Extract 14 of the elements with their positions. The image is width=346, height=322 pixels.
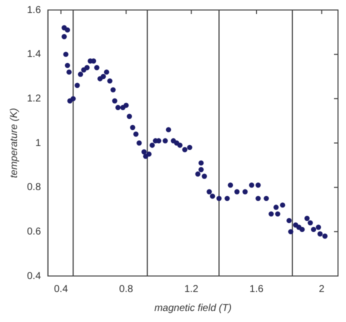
x-tick-label: 1.2 [184,284,199,295]
x-tick-label: 2 [318,284,325,295]
x-tick-label: 0.8 [119,284,134,295]
y-tick-label: 0.8 [26,182,42,194]
y-tick-label: 1.4 [26,49,42,60]
y-tick-label: 1.2 [26,93,42,104]
y-axis-title: temperature (K) [8,108,20,178]
y-tick-label: 1 [35,138,42,149]
x-tick-label: 1.6 [250,284,264,295]
x-tick-label: 0.4 [54,284,68,295]
y-tick-label: 0.4 [26,270,42,282]
y-tick-label: 0.6 [26,226,42,238]
y-tick-label: 1.6 [26,4,42,16]
x-axis-title: magnetic field (T) [154,302,232,314]
